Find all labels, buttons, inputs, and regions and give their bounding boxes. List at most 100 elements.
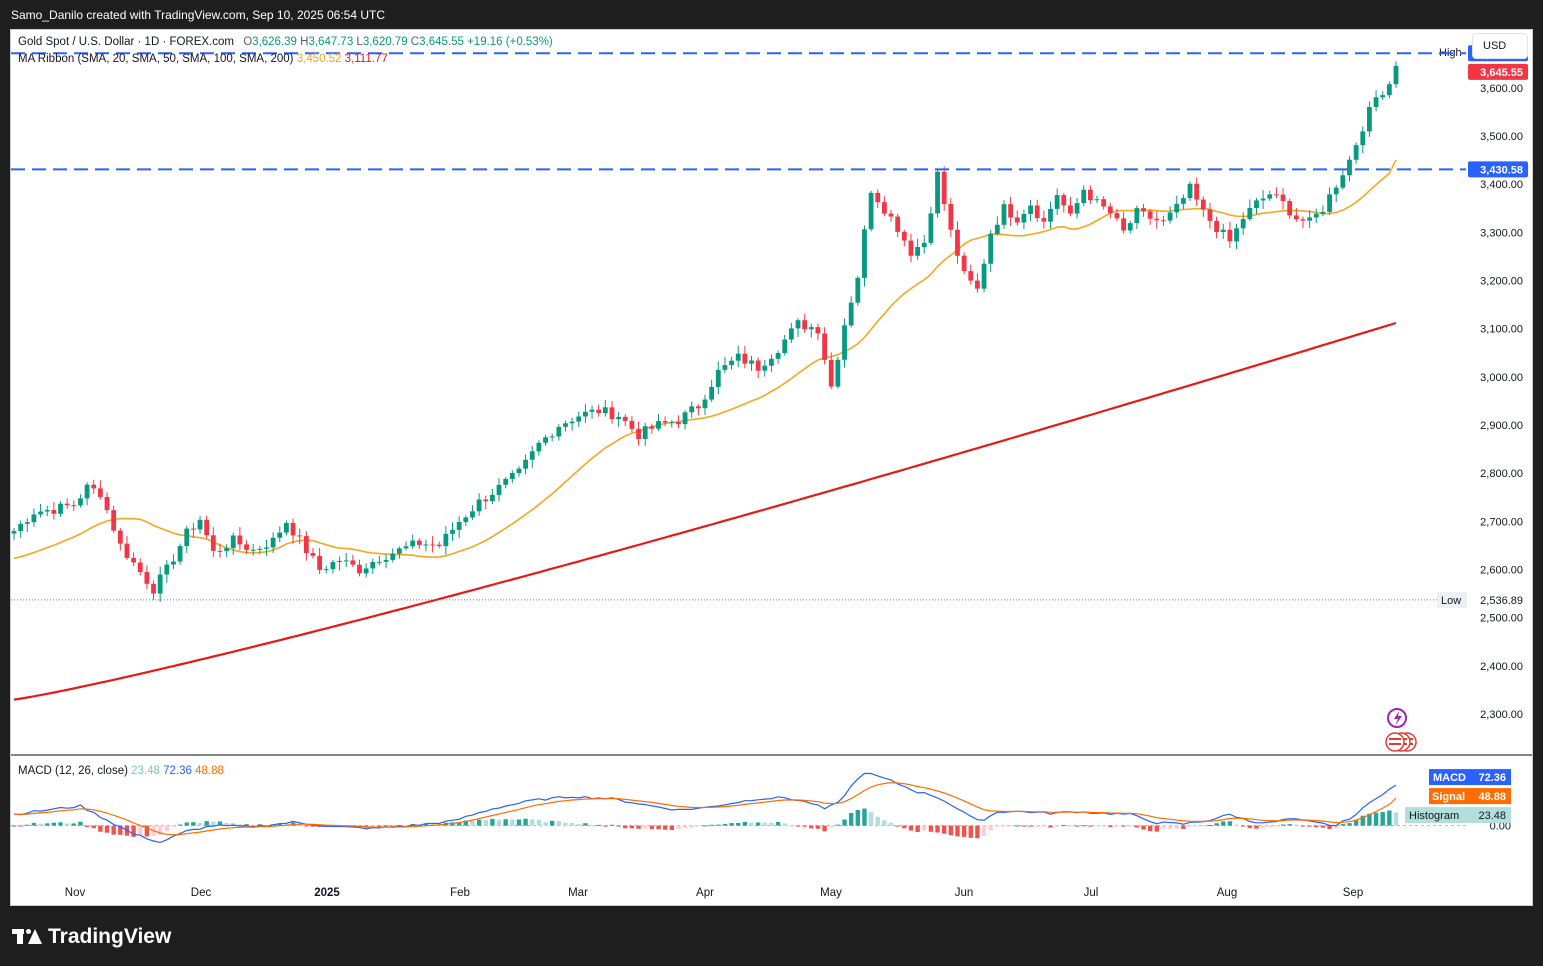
candle: [915, 247, 921, 256]
candle: [755, 360, 761, 371]
macd-histogram-bar: [1320, 825, 1326, 828]
candle: [735, 353, 741, 361]
candle: [51, 510, 57, 514]
histogram-tag: [1405, 807, 1471, 824]
candle: [470, 511, 475, 518]
candle: [257, 548, 263, 550]
macd-histogram-bar: [1234, 824, 1239, 826]
macd-histogram-bar: [64, 823, 70, 826]
candle: [210, 535, 216, 551]
macd-legend[interactable]: MACD (12, 26, close) 23.48 72.36 48.88: [18, 765, 224, 777]
macd-histogram-bar: [1015, 825, 1020, 827]
macd-value-label: 72.36: [1478, 772, 1506, 784]
signal-tag: [1429, 788, 1471, 805]
macd-histogram-bar: [244, 824, 249, 826]
ma-value-long: 3,111.77: [344, 53, 388, 65]
macd-histogram-bar: [184, 822, 189, 826]
signal-value-label: 48.88: [1478, 791, 1506, 803]
time-axis-label: May: [820, 887, 842, 899]
candle: [1347, 159, 1352, 176]
candle: [157, 574, 163, 594]
candle: [1127, 223, 1133, 231]
range-high-label-bg: [1439, 44, 1469, 59]
candle: [396, 548, 402, 554]
macd-histogram-bar: [556, 820, 562, 826]
macd-histogram-bar: [742, 821, 748, 826]
time-axis-label: 2025: [314, 887, 340, 899]
macd-histogram-bar: [1101, 825, 1106, 827]
candle: [151, 583, 156, 594]
macd-histogram-bar: [191, 822, 196, 826]
macd-histogram-bar: [1360, 815, 1365, 826]
candle: [722, 365, 728, 370]
macd-histogram-bar: [1114, 825, 1120, 827]
candle: [1360, 131, 1366, 146]
macd-histogram-bar: [1001, 825, 1007, 827]
macd-histogram-bar: [1147, 825, 1153, 832]
macd-histogram-bar: [25, 824, 30, 826]
macd-histogram-bar: [689, 825, 694, 828]
candle: [1380, 95, 1386, 98]
candle: [516, 468, 522, 474]
candle: [1240, 219, 1246, 229]
macd-histogram-bar: [988, 825, 993, 831]
currency-button[interactable]: USD: [1472, 33, 1528, 59]
candle: [64, 503, 70, 506]
macd-histogram-bar: [716, 824, 721, 826]
macd-histogram-bar: [1187, 825, 1193, 827]
macd-histogram-bar: [1174, 825, 1179, 829]
candle: [1300, 219, 1306, 221]
candle: [230, 535, 236, 549]
macd-histogram-bar: [549, 820, 555, 826]
macd-histogram-bar: [377, 825, 382, 827]
candle: [1220, 229, 1226, 233]
ma-ribbon-label: MA Ribbon (SMA, 20, SMA, 50, SMA, 100, S…: [18, 53, 294, 65]
candle: [1101, 199, 1107, 207]
lightning-event-glyph: [1394, 711, 1402, 726]
candle: [802, 320, 808, 330]
macd-histogram-bar: [177, 824, 183, 826]
candle: [330, 562, 336, 570]
macd-histogram-bar: [456, 822, 462, 826]
macd-histogram-bar: [643, 825, 648, 829]
tradingview-logo: TradingView: [12, 922, 171, 952]
candle: [955, 229, 960, 256]
candle: [1207, 209, 1213, 221]
macd-histogram-bar: [1307, 825, 1312, 827]
macd-histogram-bar: [224, 822, 229, 826]
macd-histogram-bar: [370, 825, 375, 827]
price-tick-label: 2,500.00: [1480, 613, 1523, 625]
macd-histogram-bar: [1274, 825, 1279, 827]
candle: [1313, 213, 1319, 218]
price-chart[interactable]: 2,300.00 2,400.00 2,500.00 2,600.00 2,700.00…: [11, 30, 1532, 905]
candle: [935, 171, 940, 214]
candle: [1214, 220, 1220, 233]
candle: [443, 533, 449, 547]
candle: [994, 224, 1000, 234]
candle: [1087, 189, 1093, 201]
candle: [496, 484, 502, 495]
candle: [549, 436, 555, 438]
macd-zero-tick: 0.00: [1490, 821, 1511, 833]
candle: [709, 386, 715, 400]
candle: [1094, 199, 1100, 201]
macd-histogram-bar: [1353, 819, 1359, 826]
macd-histogram-bar: [1367, 813, 1372, 826]
candle: [270, 537, 276, 548]
ma-ribbon-legend[interactable]: MA Ribbon (SMA, 20, SMA, 50, SMA, 100, S…: [18, 53, 388, 65]
candle: [589, 409, 595, 412]
candle: [1260, 198, 1266, 201]
macd-histogram-bar: [915, 825, 920, 833]
macd-histogram-bar: [38, 823, 43, 826]
macd-histogram-bar: [483, 819, 488, 826]
candle: [563, 423, 568, 427]
candle: [503, 479, 509, 485]
macd-histogram-bar: [1393, 812, 1399, 826]
candle: [410, 540, 416, 547]
symbol-name[interactable]: Gold Spot / U.S. Dollar · 1D · FOREX.com: [18, 36, 235, 48]
macd-histogram-bar: [1068, 825, 1073, 827]
macd-histogram-bar: [928, 825, 934, 832]
range-low-value: 2,536.89: [1480, 595, 1523, 607]
macd-value-tag: [1471, 769, 1511, 786]
macd-histogram-bar: [902, 825, 907, 829]
